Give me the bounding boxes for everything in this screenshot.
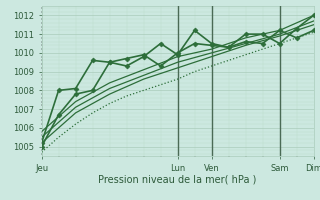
X-axis label: Pression niveau de la mer( hPa ): Pression niveau de la mer( hPa ) (99, 174, 257, 184)
